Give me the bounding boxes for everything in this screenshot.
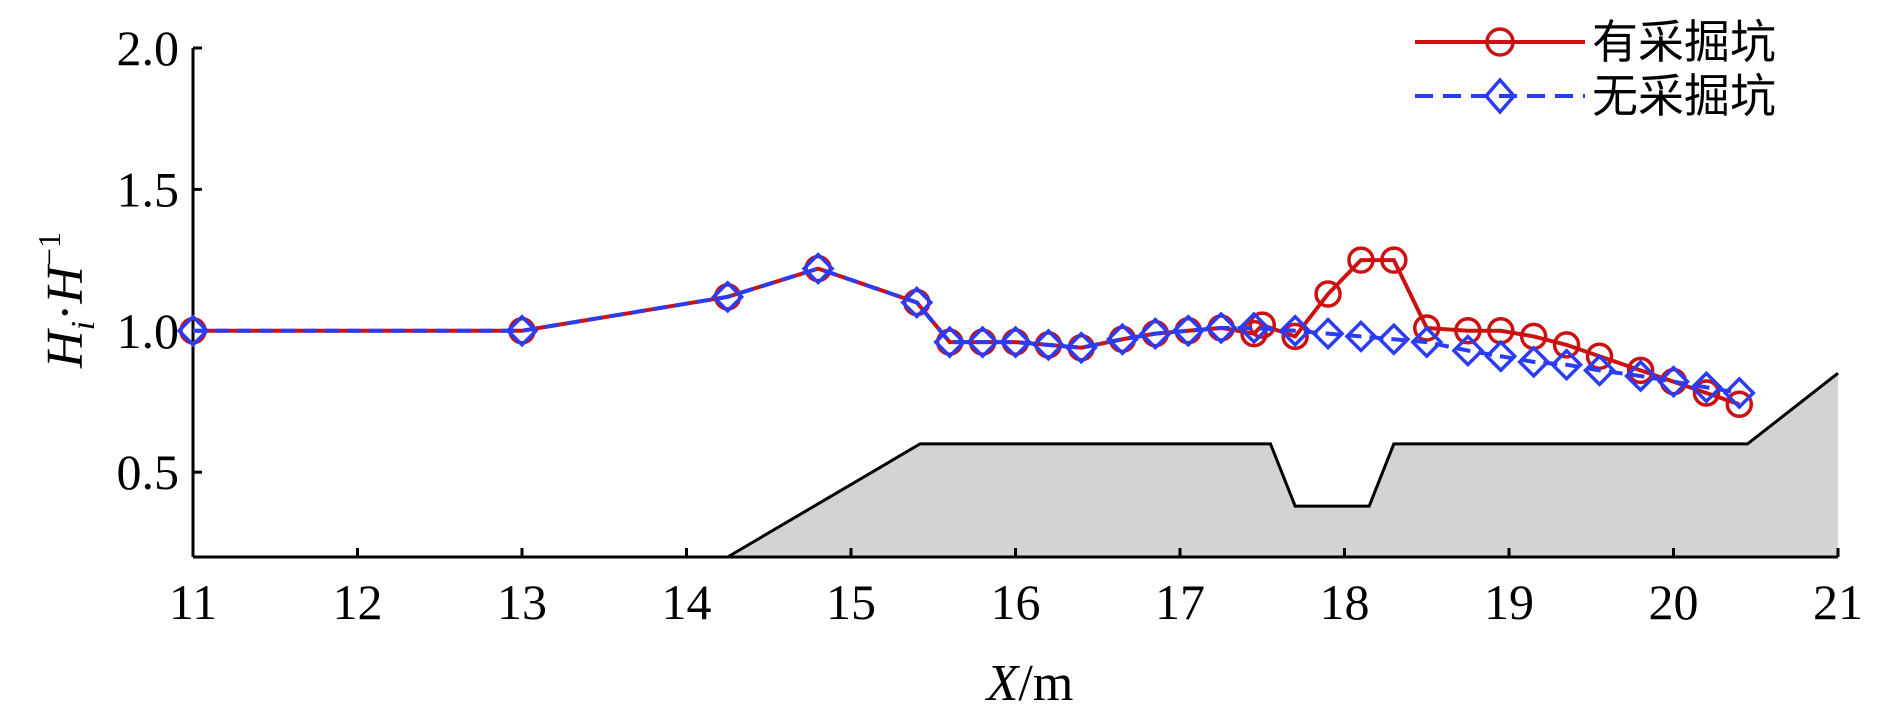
x-axis-label: X/m [985, 655, 1074, 712]
legend-label-with-pit: 有采掘坑 [1592, 15, 1776, 69]
terrain-profile [727, 373, 1838, 557]
data-point [1311, 317, 1345, 351]
data-point [1031, 328, 1065, 362]
series-layer [176, 246, 1756, 419]
data-point [711, 280, 745, 314]
terrain-outline [726, 372, 1839, 559]
x-tick-label: 13 [497, 574, 547, 630]
data-point [1281, 322, 1309, 351]
data-point [1689, 370, 1723, 404]
y-tick-label: 1.5 [117, 161, 180, 217]
y-tick-label: 2.0 [117, 20, 180, 76]
x-tick-label: 16 [991, 574, 1041, 630]
x-tick-label: 20 [1649, 574, 1699, 630]
axes: 11 12 13 14 15 16 17 18 19 20 21 0.5 1.0 1.5 2.0 [117, 20, 1864, 630]
y-tick-label: 0.5 [117, 444, 180, 500]
data-point [1722, 376, 1756, 410]
data-point [801, 252, 835, 286]
data-point [1550, 348, 1584, 382]
legend: 有采掘坑 无采掘坑 [1415, 15, 1776, 123]
data-point [1278, 314, 1312, 348]
data-point [1454, 317, 1482, 345]
data-point [966, 325, 1000, 359]
y-axis-label: Hi·H−1 [31, 232, 102, 369]
x-tick-label: 14 [662, 574, 712, 630]
data-point [1105, 322, 1139, 356]
x-tick-label: 18 [1320, 574, 1370, 630]
x-tick-label: 12 [333, 574, 383, 630]
x-tick-label: 19 [1484, 574, 1534, 630]
series-1 [176, 252, 1756, 410]
data-point [1347, 246, 1375, 274]
data-point [1138, 317, 1172, 351]
data-point [1624, 359, 1658, 393]
data-point [1552, 331, 1581, 359]
y-tick-label: 1.0 [117, 303, 180, 359]
data-point [1484, 339, 1518, 373]
data-point [1410, 325, 1444, 359]
x-tick-label: 17 [1155, 574, 1205, 630]
data-point [1240, 319, 1268, 348]
x-tick-label: 11 [169, 574, 217, 630]
x-tick-label: 15 [826, 574, 876, 630]
data-point [1517, 345, 1551, 379]
data-point [1237, 311, 1271, 345]
data-point [1585, 342, 1614, 370]
data-point [1171, 314, 1205, 348]
data-point [1626, 356, 1655, 385]
x-tick-label: 21 [1813, 574, 1863, 630]
data-point [1583, 353, 1616, 387]
data-point [1204, 311, 1238, 345]
data-point [1451, 334, 1485, 368]
data-point [1377, 322, 1411, 356]
legend-marker-circle [1485, 27, 1515, 57]
data-point [1692, 379, 1721, 407]
data-point [1380, 246, 1408, 274]
data-point [933, 325, 967, 359]
legend-marker-diamond [1483, 77, 1517, 115]
data-point [1248, 311, 1276, 339]
data-point [1413, 314, 1441, 342]
data-point [176, 314, 210, 348]
data-point [1314, 280, 1342, 308]
data-point [1344, 319, 1378, 353]
data-point [1657, 365, 1690, 399]
data-point [1064, 331, 1098, 365]
data-point [505, 314, 539, 348]
terrain-layer [726, 372, 1839, 559]
legend-label-without-pit: 无采掘坑 [1592, 69, 1776, 123]
data-point [999, 325, 1032, 359]
data-point [900, 286, 934, 319]
